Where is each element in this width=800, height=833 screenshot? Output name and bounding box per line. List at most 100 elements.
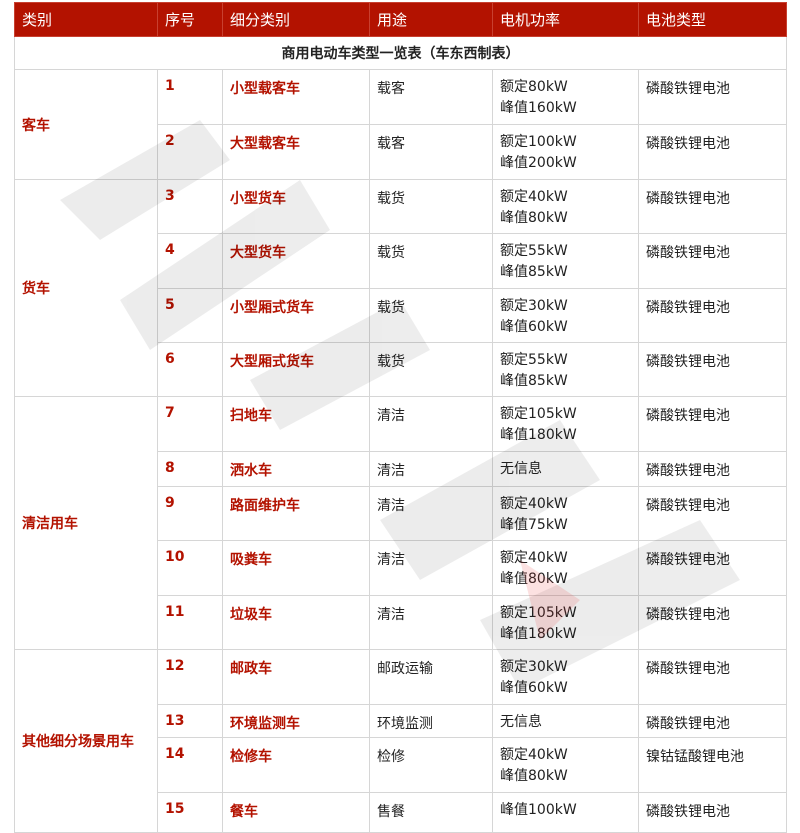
table-row: 11 垃圾车 清洁 额定105kW 峰值180kW 磷酸铁锂电池 <box>15 595 787 650</box>
power-value: 额定40kW <box>500 496 568 512</box>
power-value: 峰值85kW <box>500 373 568 389</box>
power-value: 额定40kW <box>500 550 568 566</box>
motor-power-cell: 额定105kW 峰值180kW <box>492 595 639 650</box>
row-number: 11 <box>157 595 223 650</box>
motor-power-cell: 峰值100kW <box>492 792 639 833</box>
subcategory-cell: 大型货车 <box>222 233 370 289</box>
motor-power-cell: 额定40kW 峰值80kW <box>492 179 639 234</box>
row-number: 1 <box>157 69 223 125</box>
battery-type-cell: 磷酸铁锂电池 <box>638 451 787 487</box>
table-row: 4 大型货车 载货 额定55kW 峰值85kW 磷酸铁锂电池 <box>15 233 787 289</box>
power-value: 峰值80kW <box>500 571 568 587</box>
column-header: 电池类型 <box>638 2 787 37</box>
row-number: 5 <box>157 288 223 343</box>
power-value: 额定55kW <box>500 243 568 259</box>
usage-cell: 载货 <box>369 342 493 397</box>
power-value: 峰值60kW <box>500 680 568 696</box>
usage-cell: 检修 <box>369 737 493 793</box>
battery-type-cell: 磷酸铁锂电池 <box>638 233 787 289</box>
row-number: 2 <box>157 124 223 180</box>
power-value: 无信息 <box>500 461 542 477</box>
motor-power-cell: 额定105kW 峰值180kW <box>492 396 639 452</box>
power-value: 峰值180kW <box>500 626 577 642</box>
subcategory-cell: 小型厢式货车 <box>222 288 370 343</box>
usage-cell: 清洁 <box>369 396 493 452</box>
usage-cell: 清洁 <box>369 486 493 541</box>
usage-cell: 清洁 <box>369 595 493 650</box>
motor-power-cell: 额定100kW 峰值200kW <box>492 124 639 180</box>
power-value: 额定30kW <box>500 298 568 314</box>
battery-type-cell: 磷酸铁锂电池 <box>638 704 787 738</box>
usage-cell: 环境监测 <box>369 704 493 738</box>
power-value: 峰值200kW <box>500 155 577 171</box>
subcategory-cell: 环境监测车 <box>222 704 370 738</box>
subcategory-cell: 邮政车 <box>222 649 370 705</box>
battery-type-cell: 磷酸铁锂电池 <box>638 69 787 125</box>
commercial-ev-table: 商用电动车类型一览表（车东西制表） 类别 序号 细分类别 用途 电机功率 电池类型 客车 1… <box>14 2 787 833</box>
motor-power-cell: 额定40kW 峰值80kW <box>492 540 639 596</box>
battery-type-cell: 磷酸铁锂电池 <box>638 179 787 234</box>
battery-type-cell: 磷酸铁锂电池 <box>638 649 787 705</box>
table-row: 2 大型载客车 载客 额定100kW 峰值200kW 磷酸铁锂电池 <box>15 124 787 180</box>
row-number: 4 <box>157 233 223 289</box>
power-value: 额定105kW <box>500 605 577 621</box>
category-cell: 客车 <box>14 69 158 180</box>
table-row: 其他细分场景用车 12 邮政车 邮政运输 额定30kW 峰值60kW 磷酸铁锂电池 <box>14 649 787 833</box>
column-header: 序号 <box>157 2 223 37</box>
row-number: 3 <box>157 179 223 234</box>
row-number: 9 <box>157 486 223 541</box>
header-row: 类别 序号 细分类别 用途 电机功率 电池类型 <box>14 2 787 37</box>
row-number: 10 <box>157 540 223 596</box>
battery-type-cell: 磷酸铁锂电池 <box>638 792 787 833</box>
row-number: 12 <box>157 649 223 705</box>
motor-power-cell: 额定55kW 峰值85kW <box>492 342 639 397</box>
subcategory-cell: 大型厢式货车 <box>222 342 370 397</box>
category-cell: 清洁用车 <box>14 396 158 650</box>
power-value: 额定100kW <box>500 134 577 150</box>
subcategory-cell: 小型货车 <box>222 179 370 234</box>
battery-type-cell: 磷酸铁锂电池 <box>638 396 787 452</box>
battery-type-cell: 磷酸铁锂电池 <box>638 124 787 180</box>
battery-type-cell: 磷酸铁锂电池 <box>638 595 787 650</box>
table-title: 商用电动车类型一览表（车东西制表） <box>14 36 787 70</box>
power-value: 峰值75kW <box>500 517 568 533</box>
row-number: 14 <box>157 737 223 793</box>
subcategory-cell: 检修车 <box>222 737 370 793</box>
subcategory-cell: 扫地车 <box>222 396 370 452</box>
battery-type-cell: 磷酸铁锂电池 <box>638 342 787 397</box>
table-row: 6 大型厢式货车 载货 额定55kW 峰值85kW 磷酸铁锂电池 <box>15 342 787 397</box>
motor-power-cell: 额定40kW 峰值75kW <box>492 486 639 541</box>
usage-cell: 载货 <box>369 233 493 289</box>
power-value: 峰值100kW <box>500 802 577 818</box>
table-row: 清洁用车 7 扫地车 清洁 额定105kW 峰值180kW 磷酸铁锂电池 <box>14 396 787 650</box>
battery-type-cell: 磷酸铁锂电池 <box>638 540 787 596</box>
table-row: 8 洒水车 清洁 无信息 磷酸铁锂电池 <box>15 451 787 487</box>
subcategory-cell: 路面维护车 <box>222 486 370 541</box>
usage-cell: 载货 <box>369 179 493 234</box>
motor-power-cell: 无信息 <box>492 451 639 487</box>
table-row: 14 检修车 检修 额定40kW 峰值80kW 镍钴锰酸锂电池 <box>15 737 787 793</box>
battery-type-cell: 磷酸铁锂电池 <box>638 288 787 343</box>
table-row: 客车 1 小型载客车 载客 额定80kW 峰值160kW 磷酸铁锂电池 <box>14 69 787 180</box>
column-header: 电机功率 <box>492 2 639 37</box>
table-row: 13 环境监测车 环境监测 无信息 磷酸铁锂电池 <box>15 704 787 738</box>
battery-type-cell: 磷酸铁锂电池 <box>638 486 787 541</box>
usage-cell: 载客 <box>369 124 493 180</box>
subcategory-cell: 洒水车 <box>222 451 370 487</box>
motor-power-cell: 额定30kW 峰值60kW <box>492 649 639 705</box>
table-row: 10 吸粪车 清洁 额定40kW 峰值80kW 磷酸铁锂电池 <box>15 540 787 596</box>
category-cell: 货车 <box>14 179 158 397</box>
column-header: 类别 <box>14 2 158 37</box>
row-number: 13 <box>157 704 223 738</box>
power-value: 无信息 <box>500 714 542 730</box>
table-row: 货车 3 小型货车 载货 额定40kW 峰值80kW 磷酸铁锂电池 <box>14 179 787 397</box>
power-value: 额定105kW <box>500 406 577 422</box>
column-header: 细分类别 <box>222 2 370 37</box>
usage-cell: 清洁 <box>369 451 493 487</box>
row-number: 6 <box>157 342 223 397</box>
column-header: 用途 <box>369 2 493 37</box>
motor-power-cell: 额定30kW 峰值60kW <box>492 288 639 343</box>
power-value: 额定80kW <box>500 79 568 95</box>
power-value: 峰值160kW <box>500 100 577 116</box>
subcategory-cell: 餐车 <box>222 792 370 833</box>
